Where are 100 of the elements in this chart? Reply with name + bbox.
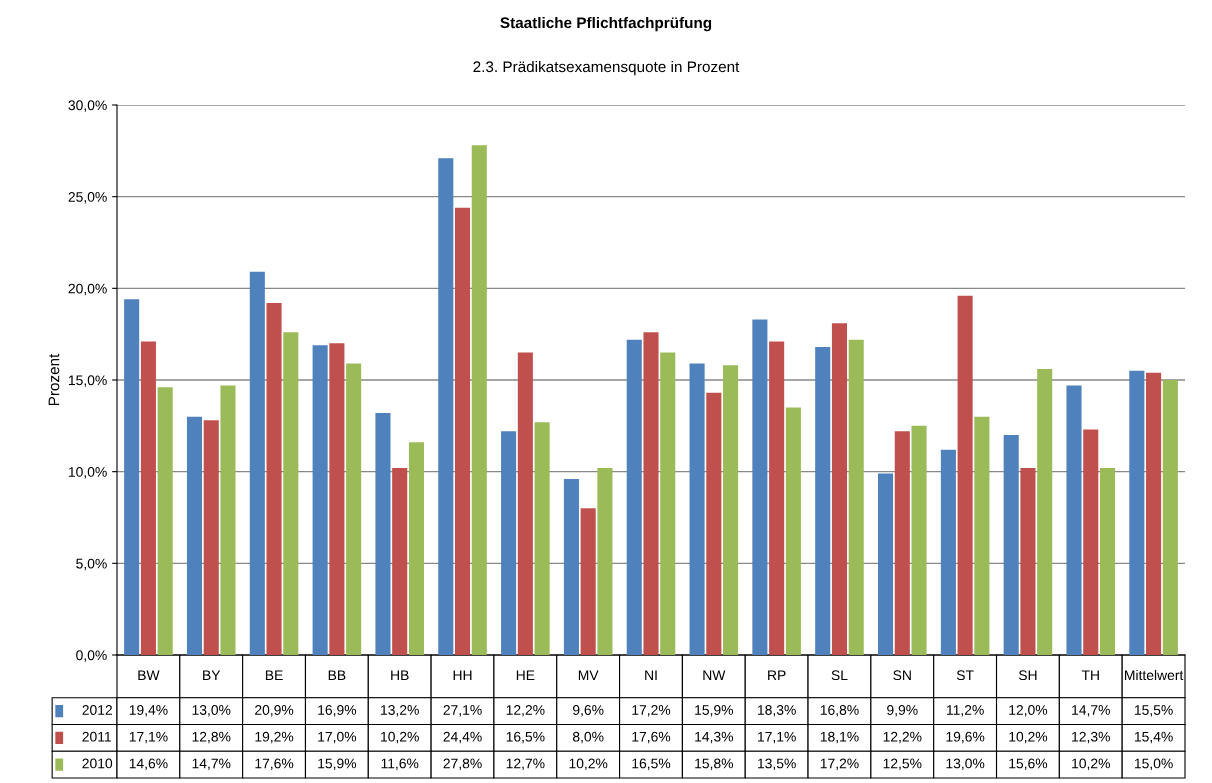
- data-label: 24,4%: [443, 731, 482, 744]
- data-label: 10,2%: [1009, 731, 1048, 744]
- data-label: 9,6%: [573, 705, 604, 717]
- data-label: 19,6%: [946, 731, 985, 744]
- bar: [706, 392, 722, 655]
- y-tick-label: 5,0%: [76, 558, 107, 571]
- x-tick-label: BY: [203, 670, 221, 680]
- data-label: 10,2%: [381, 731, 419, 744]
- data-label: 13,5%: [758, 758, 796, 770]
- data-label: 16,9%: [318, 705, 357, 717]
- bar: [1129, 370, 1145, 655]
- x-tick-label: NW: [703, 670, 726, 680]
- bar: [1146, 372, 1162, 655]
- x-tick-label: SN: [893, 670, 911, 681]
- data-label: 15,4%: [1134, 731, 1173, 744]
- x-tick-label: NI: [645, 670, 657, 680]
- data-label: 12,7%: [506, 758, 545, 770]
- data-label: 14,6%: [129, 758, 168, 770]
- bar: [1066, 385, 1082, 655]
- bar: [392, 468, 408, 655]
- bar: [563, 479, 579, 655]
- data-label: 12,3%: [1072, 731, 1110, 744]
- data-label: 15,9%: [318, 758, 357, 770]
- bar: [1099, 468, 1116, 655]
- bar: [597, 468, 613, 655]
- bar: [894, 431, 910, 655]
- bar: [911, 425, 927, 655]
- x-tick-label: RP: [768, 670, 786, 680]
- data-label: 13,0%: [192, 705, 231, 717]
- data-label: 11,6%: [381, 758, 419, 770]
- bar: [501, 431, 517, 655]
- bar: [878, 473, 894, 655]
- bar: [124, 299, 140, 655]
- data-label: 13,2%: [381, 705, 419, 717]
- bar: [140, 341, 156, 655]
- chart-subtitle: 2.3. Prädikatsexamensquote in Prozent: [473, 60, 740, 76]
- data-label: 10,2%: [1072, 758, 1110, 770]
- data-label: 18,3%: [758, 705, 796, 717]
- bar: [266, 303, 282, 655]
- data-label: 19,4%: [129, 705, 168, 717]
- data-label: 17,0%: [318, 731, 357, 744]
- bar: [329, 343, 345, 655]
- bar: [1037, 369, 1053, 655]
- bar: [1020, 468, 1036, 655]
- data-label: 16,5%: [506, 731, 545, 744]
- bar: [534, 422, 550, 655]
- y-axis-title: Prozent: [48, 353, 60, 406]
- bar: [283, 332, 299, 655]
- x-tick-label: HE: [516, 670, 535, 680]
- chart-title: Staatliche Pflichtfachprüfung: [500, 16, 712, 32]
- data-label: 13,0%: [946, 758, 985, 770]
- bar: [1162, 380, 1178, 655]
- bar: [974, 416, 990, 655]
- y-tick-label: 20,0%: [68, 283, 107, 296]
- bar: [815, 347, 831, 655]
- data-label: 17,2%: [632, 705, 671, 717]
- x-tick-label: TH: [1081, 670, 1099, 680]
- bar: [660, 352, 676, 655]
- data-label: 17,1%: [129, 731, 168, 744]
- bar: [454, 207, 471, 655]
- y-tick-label: 0,0%: [76, 650, 107, 662]
- bar: [957, 295, 973, 655]
- y-tick-label: 30,0%: [68, 100, 107, 112]
- bar: [831, 323, 848, 655]
- data-label: 18,1%: [820, 731, 859, 744]
- bar: [517, 352, 533, 655]
- bar: [689, 363, 705, 655]
- data-label: 27,8%: [443, 758, 482, 770]
- data-label: 12,5%: [883, 758, 922, 770]
- legend-label: 2012: [82, 705, 112, 715]
- bar: [940, 449, 956, 655]
- bar: [438, 158, 454, 655]
- data-label: 17,1%: [758, 731, 796, 744]
- bar: [203, 420, 219, 655]
- bar: [249, 271, 265, 655]
- data-label: 19,2%: [255, 731, 294, 744]
- x-tick-label: BE: [265, 670, 283, 680]
- x-tick-label: HH: [453, 670, 472, 680]
- bar: [643, 332, 659, 655]
- data-label: 12,8%: [192, 731, 231, 744]
- x-tick-label: Mittelwert: [1125, 669, 1184, 681]
- y-tick-label: 15,0%: [68, 375, 107, 387]
- bar: [408, 442, 424, 655]
- data-label: 15,8%: [695, 758, 734, 770]
- x-tick-label: SH: [1018, 670, 1037, 681]
- bar: [723, 365, 739, 655]
- x-tick-label: BW: [138, 670, 160, 680]
- data-label: 15,0%: [1134, 758, 1173, 770]
- bar: [785, 407, 801, 655]
- bar: [1003, 435, 1019, 655]
- bar: [471, 145, 487, 655]
- data-label: 12,2%: [883, 731, 922, 744]
- data-label: 17,2%: [820, 758, 859, 770]
- data-label: 27,1%: [443, 705, 482, 717]
- bar: [848, 339, 864, 655]
- data-label: 10,2%: [569, 758, 608, 770]
- data-label: 17,6%: [255, 758, 294, 770]
- data-label: 14,7%: [192, 758, 231, 770]
- bar: [312, 345, 328, 655]
- bar: [220, 385, 236, 655]
